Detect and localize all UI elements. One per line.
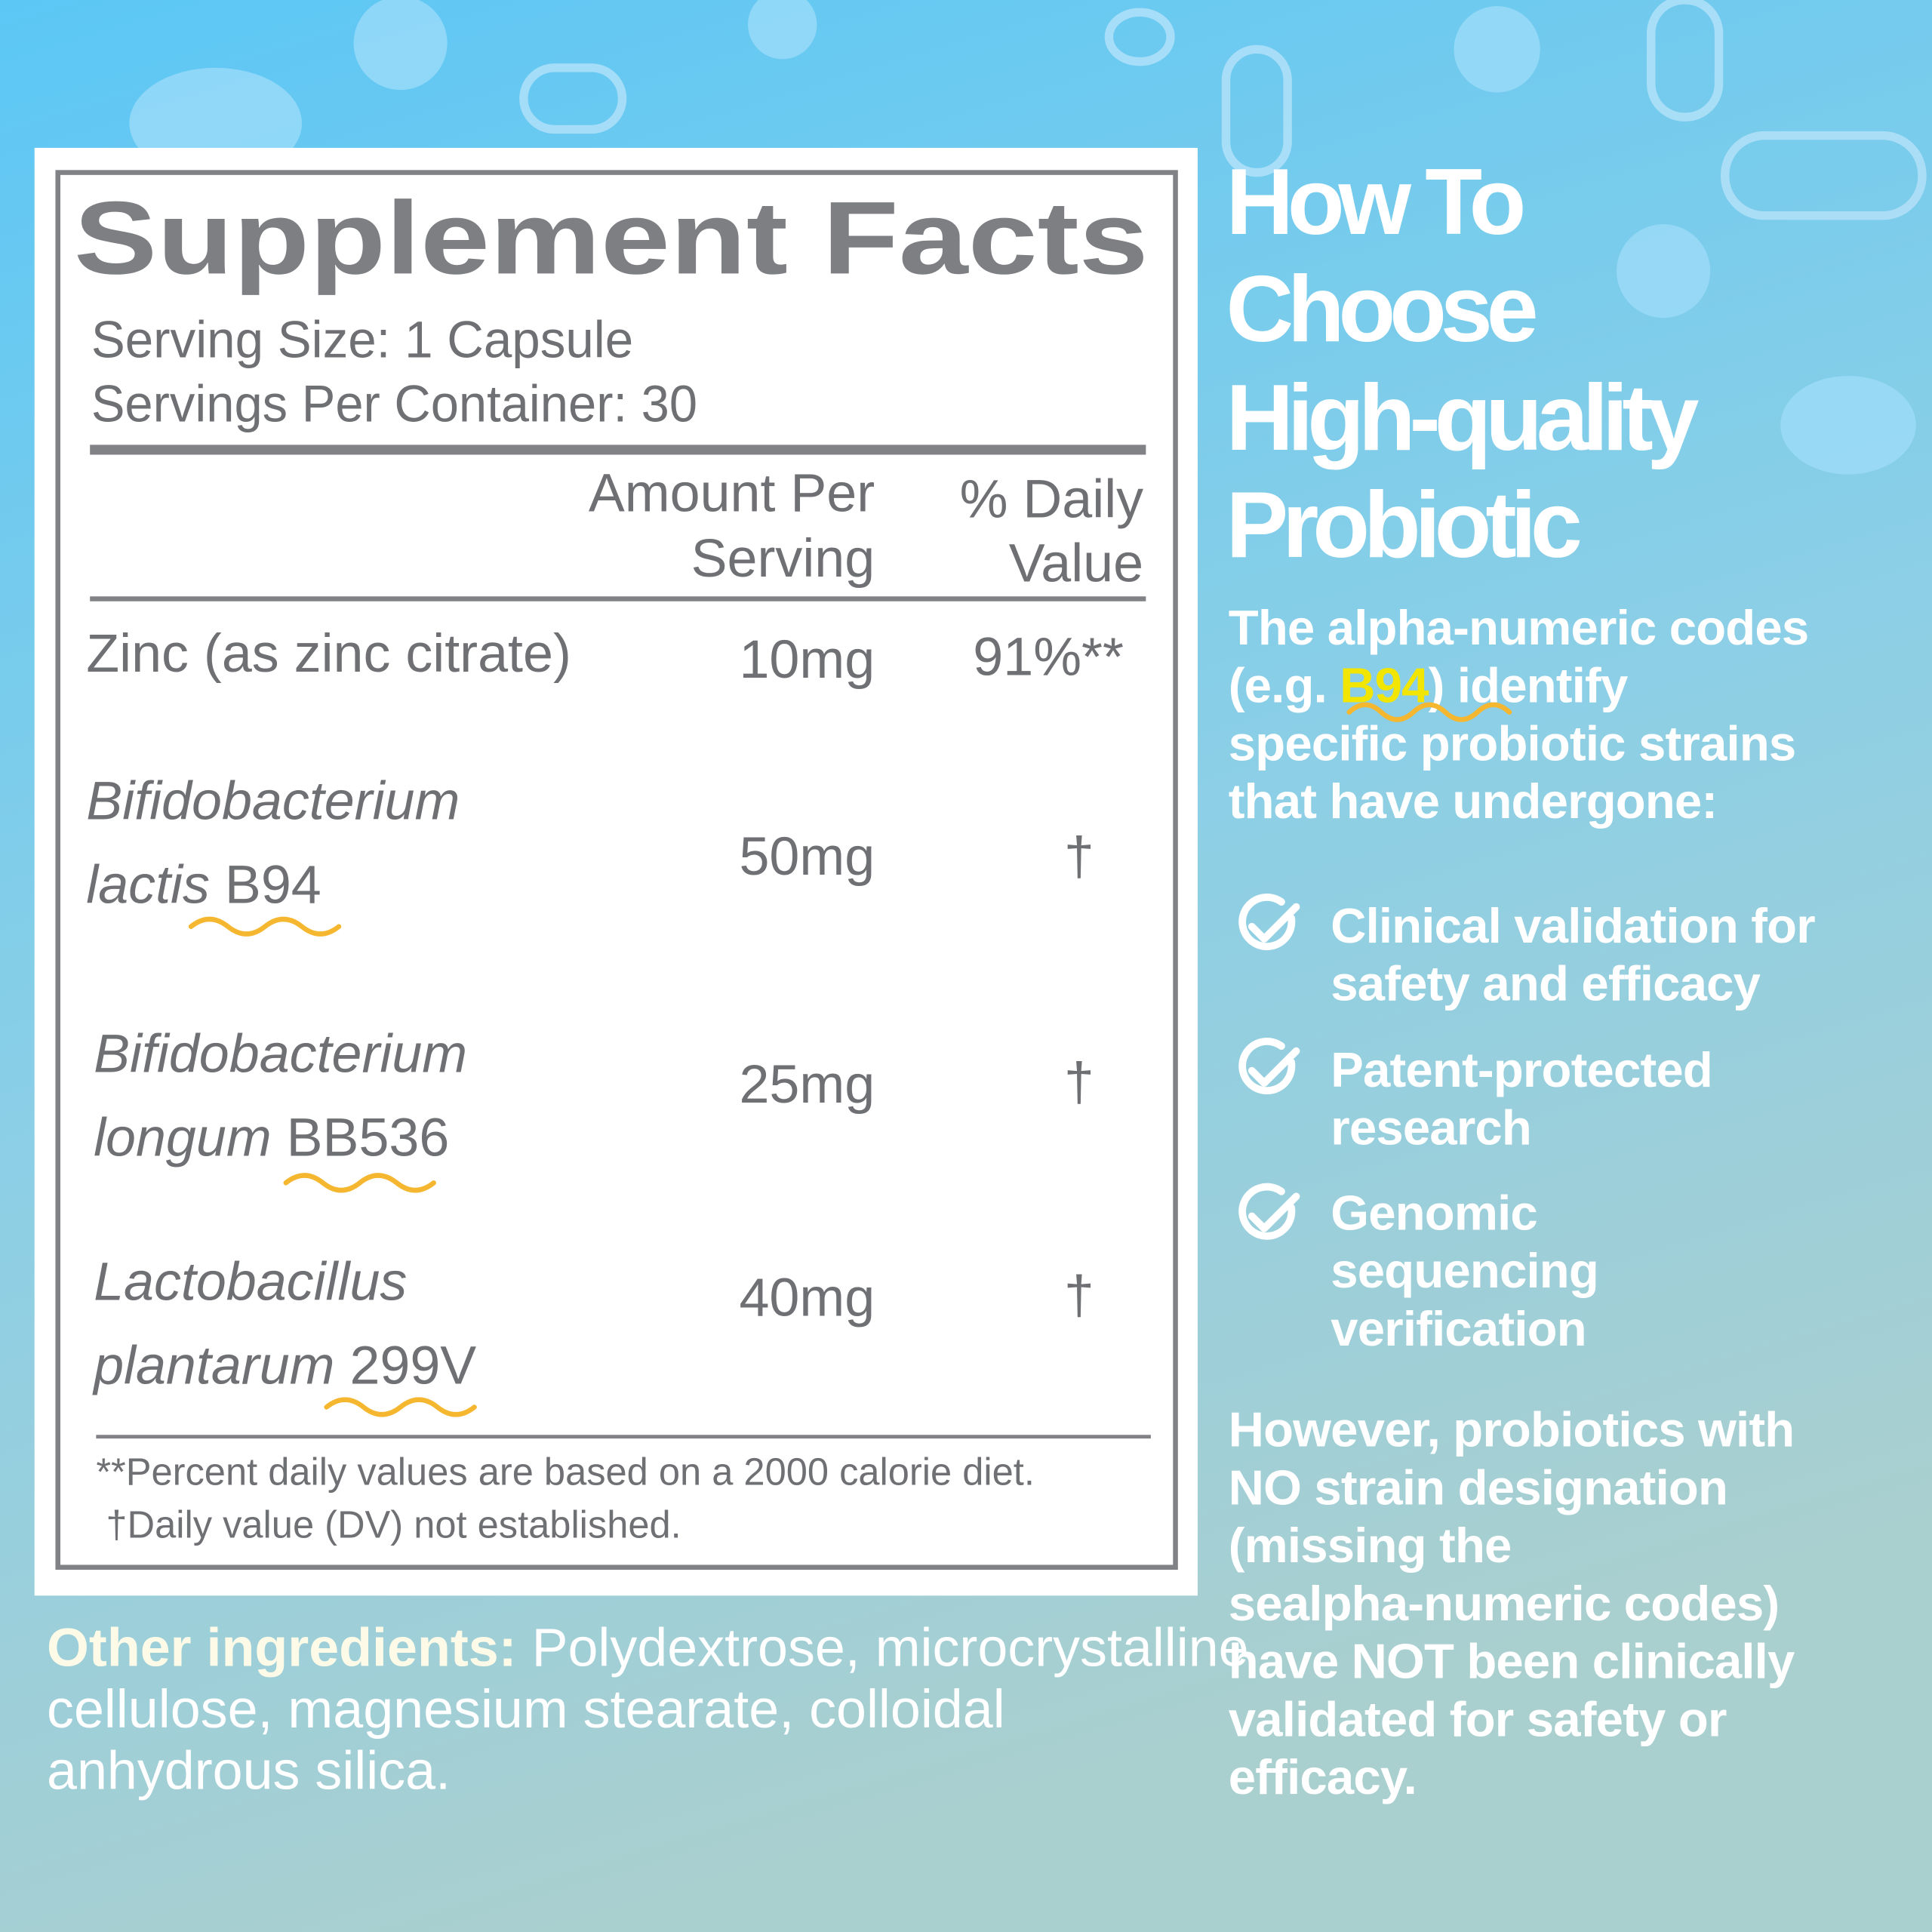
column-header: Serving	[691, 528, 875, 589]
guide-title: High-quality	[1226, 366, 1699, 470]
ingredient-name: Zinc (as zinc citrate)	[86, 623, 571, 684]
daily-value: 91%**	[973, 627, 1124, 688]
genus: Lactobacillus	[94, 1251, 407, 1312]
checklist-text: Genomic	[1331, 1185, 1537, 1240]
strain: 299V	[349, 1335, 476, 1395]
intro-text: ) identify	[1429, 658, 1628, 713]
closing-text: sealpha-numeric codes)	[1229, 1576, 1780, 1631]
amount: 10mg	[739, 629, 875, 690]
other-ingredients-text: Polydextrose, microcrystalline	[532, 1617, 1249, 1678]
serving-size: Serving Size: 1 Capsule	[91, 310, 633, 368]
closing-text: have NOT been clinically	[1229, 1634, 1795, 1689]
closing-text: validated for safety or	[1229, 1691, 1727, 1746]
checklist-text: verification	[1331, 1301, 1586, 1356]
species: lactis	[86, 855, 210, 915]
wavy-underline	[324, 1397, 477, 1417]
other-ingredients-text: cellulose, magnesium stearate, colloidal	[47, 1679, 1005, 1740]
strain: BB536	[287, 1107, 450, 1168]
check-icon	[1238, 894, 1300, 951]
checklist-text: Clinical validation for	[1331, 898, 1815, 953]
intro-text: (e.g. B94) identify	[1229, 658, 1628, 713]
intro-text: (e.g.	[1229, 658, 1340, 713]
wavy-underline	[188, 916, 342, 937]
checklist-text: Patent-protected	[1331, 1042, 1712, 1097]
species-strain: plantarum 299V	[92, 1335, 476, 1395]
intro-text: specific probiotic strains	[1229, 715, 1796, 771]
closing-text: However, probiotics with	[1229, 1402, 1795, 1457]
daily-value: †	[1064, 1265, 1094, 1325]
check-icon	[1238, 1183, 1300, 1240]
species: longum	[94, 1107, 272, 1168]
highlight-code: B94	[1340, 658, 1429, 713]
closing-text: (missing the	[1229, 1518, 1512, 1573]
checklist-text: research	[1331, 1100, 1531, 1155]
column-header: Value	[1009, 534, 1143, 594]
column-header: % Daily	[960, 469, 1144, 530]
checklist-text: safety and efficacy	[1331, 956, 1760, 1011]
daily-value: †	[1064, 1052, 1094, 1112]
species-strain: lactis B94	[86, 855, 321, 915]
closing-text: efficacy.	[1229, 1749, 1417, 1804]
amount: 40mg	[739, 1268, 875, 1328]
intro-text: that have undergone:	[1229, 774, 1718, 829]
daily-value: †	[1064, 826, 1094, 887]
other-ingredients-text: anhydrous silica.	[47, 1741, 451, 1801]
footnote: †Daily value (DV) not established.	[106, 1503, 681, 1546]
strain: B94	[225, 855, 321, 915]
wavy-underline	[283, 1173, 436, 1193]
guide-title: How To	[1226, 150, 1522, 254]
wavy-underlines	[188, 916, 477, 1417]
guide-title: Choose	[1226, 257, 1535, 361]
guide-title: Probiotic	[1226, 473, 1580, 577]
check-icons	[1238, 894, 1300, 1240]
other-ingredients: Other ingredients: Polydextrose, microcr…	[47, 1617, 1249, 1678]
other-ingredients-label: Other ingredients:	[47, 1617, 517, 1678]
amount: 25mg	[739, 1054, 875, 1115]
footnote: **Percent daily values are based on a 20…	[96, 1450, 1035, 1493]
facts-title: Supplement Facts	[74, 180, 1149, 296]
check-icon	[1238, 1038, 1300, 1095]
genus: Bifidobacterium	[86, 771, 460, 832]
amount: 50mg	[739, 826, 875, 887]
species: plantarum	[92, 1335, 334, 1395]
servings-per-container: Servings Per Container: 30	[91, 374, 697, 432]
intro-text: The alpha-numeric codes	[1229, 600, 1809, 655]
wavy-underline	[1346, 702, 1512, 722]
facts-panel	[34, 147, 1198, 1596]
column-header: Amount Per	[589, 463, 875, 524]
facts-border	[55, 170, 1178, 1570]
closing-text: NO strain designation	[1229, 1460, 1727, 1515]
genus: Bifidobacterium	[94, 1023, 467, 1084]
checklist-text: sequencing	[1331, 1243, 1598, 1298]
species-strain: longum BB536	[94, 1107, 449, 1168]
